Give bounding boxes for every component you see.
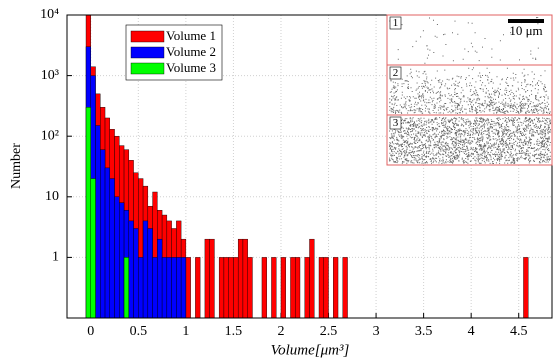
bar	[210, 239, 215, 318]
x-tick-label: 1.5	[225, 324, 243, 339]
x-tick-label: 2	[277, 324, 284, 339]
bar	[91, 179, 96, 318]
y-tick-label: 10³	[41, 68, 59, 83]
legend-label: Volume 2	[166, 44, 216, 59]
bar	[305, 257, 310, 318]
bar	[205, 239, 210, 318]
y-tick-label: 10	[45, 189, 59, 204]
bar	[124, 257, 129, 318]
bar	[138, 257, 143, 318]
bar	[153, 257, 158, 318]
inset-label: 3	[393, 117, 399, 129]
bar	[96, 126, 101, 318]
chart: Number Volume[μm³] 0 0.5 1 1.5 2 2.5 3 3.5 4 4.5 1…	[0, 0, 553, 363]
y-tick-label: 10²	[41, 128, 59, 143]
x-tick-label: 4.5	[510, 324, 528, 339]
x-tick-label: 4	[468, 324, 475, 339]
bar	[238, 239, 243, 318]
bar	[248, 257, 253, 318]
x-tick-label: 1	[182, 324, 189, 339]
bar	[86, 107, 91, 318]
bar	[181, 257, 186, 318]
bar	[172, 257, 177, 318]
bar	[243, 239, 248, 318]
bar	[100, 150, 105, 318]
bar	[115, 197, 120, 318]
bar	[319, 257, 324, 318]
bar	[324, 257, 329, 318]
legend-label: Volume 1	[166, 28, 216, 43]
y-tick-label: 10⁴	[40, 7, 59, 22]
bar	[186, 257, 191, 318]
bar	[134, 228, 139, 318]
scale-bar-label: 10 μm	[509, 23, 542, 38]
bar	[224, 257, 229, 318]
bar	[148, 228, 153, 318]
y-axis-label: Number	[9, 143, 24, 189]
bar	[105, 168, 110, 318]
bar	[195, 257, 200, 318]
bar	[167, 257, 172, 318]
inset-image: 1 2 3 10 μm	[387, 15, 552, 165]
bar	[143, 221, 148, 318]
inset-label: 2	[393, 67, 399, 79]
bar	[233, 257, 238, 318]
x-tick-label: 3.5	[415, 324, 433, 339]
x-tick-label: 2.5	[320, 324, 338, 339]
inset-label: 1	[393, 17, 399, 29]
bar	[281, 257, 286, 318]
bar	[310, 239, 315, 318]
legend-swatch	[131, 63, 164, 74]
bar	[129, 221, 134, 318]
legend-swatch	[131, 31, 164, 42]
legend-label: Volume 3	[166, 60, 216, 75]
bar	[523, 257, 528, 318]
legend-swatch	[131, 47, 164, 58]
x-axis-label: Volume[μm³]	[271, 342, 350, 358]
bar	[262, 257, 267, 318]
x-tick-label: 3	[373, 324, 380, 339]
bar	[157, 239, 162, 318]
bar	[162, 257, 167, 318]
bar	[343, 257, 348, 318]
x-tick-label: 0	[87, 324, 94, 339]
bar	[229, 257, 234, 318]
y-tick-label: 1	[52, 250, 59, 265]
bar	[295, 257, 300, 318]
bar	[333, 257, 338, 318]
bar	[119, 203, 124, 318]
x-tick-label: 0.5	[130, 324, 148, 339]
bar	[290, 257, 295, 318]
bar	[271, 257, 276, 318]
bar	[176, 257, 181, 318]
bar	[219, 257, 224, 318]
bar	[110, 179, 115, 318]
